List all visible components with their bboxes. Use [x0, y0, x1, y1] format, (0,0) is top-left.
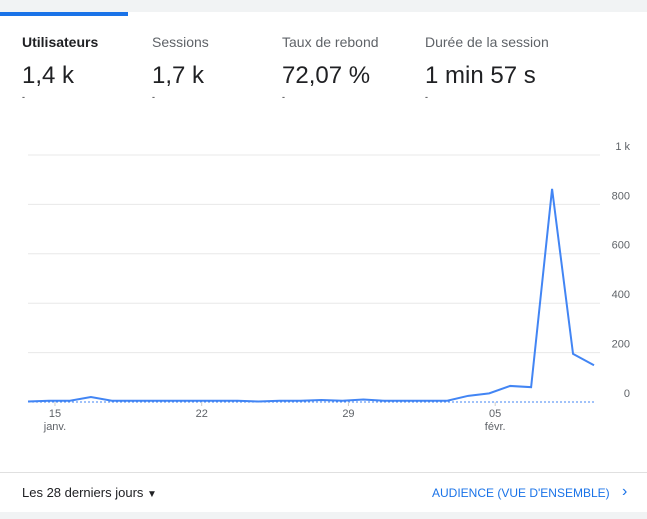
metric-label[interactable]: Taux de rebond [282, 34, 379, 50]
x-tick-label: 15 janv. [43, 408, 66, 433]
chevron[interactable]: › [622, 483, 628, 500]
metric-change[interactable]: - [282, 92, 285, 102]
x-tick-label: 29 [342, 408, 354, 420]
metric-tab[interactable]: Sessions 1,7 k - [152, 34, 209, 102]
metric-change[interactable]: - [425, 92, 428, 102]
metric-value[interactable]: 72,07 % [282, 62, 371, 89]
y-tick-label: 0 [624, 388, 630, 400]
y-tick-label: 400 [612, 289, 630, 301]
y-tick-label: 200 [612, 339, 630, 351]
metric-change[interactable]: - [22, 92, 25, 102]
metric-label[interactable]: Durée de la session [425, 34, 549, 50]
metric-tab[interactable]: Durée de la session 1 min 57 s - [425, 34, 549, 102]
date-range[interactable]: Les 28 derniers jours ▼ [22, 485, 157, 500]
x-tick-label: 22 [196, 408, 208, 420]
metric-label[interactable]: Sessions [152, 34, 209, 50]
x-tick-label: 05 févr. [485, 408, 506, 433]
audience-link[interactable]: AUDIENCE (VUE D'ENSEMBLE) › [432, 483, 627, 500]
y-tick-label: 600 [612, 240, 630, 252]
dropdown-arrow[interactable]: ▼ [147, 489, 157, 500]
series-line [27, 188, 595, 403]
y-tick-label: 1 k [615, 141, 630, 153]
y-tick-label: 800 [612, 190, 630, 202]
metric-value[interactable]: 1 min 57 s [425, 62, 536, 89]
metric-value[interactable]: 1,7 k [152, 62, 205, 89]
tab-indicator [0, 12, 128, 16]
metric-label[interactable]: Utilisateurs [22, 34, 99, 50]
metric-tab[interactable]: Utilisateurs 1,4 k - [22, 34, 98, 102]
metric-change[interactable]: - [152, 92, 155, 102]
date-range-label[interactable]: Les 28 derniers jours [22, 485, 144, 500]
bottom-band [0, 512, 647, 519]
chart: 0 200 400 600 800 1 k 15 janv. 22 29 05 févr. [27, 141, 630, 433]
footer: Les 28 derniers jours ▼ AUDIENCE (VUE D'… [0, 472, 647, 513]
metric-tab[interactable]: Taux de rebond 72,07 % - [282, 34, 379, 102]
top-band [0, 0, 647, 12]
metric-value[interactable]: 1,4 k [22, 62, 75, 89]
audience-link-label[interactable]: AUDIENCE (VUE D'ENSEMBLE) [432, 486, 610, 500]
